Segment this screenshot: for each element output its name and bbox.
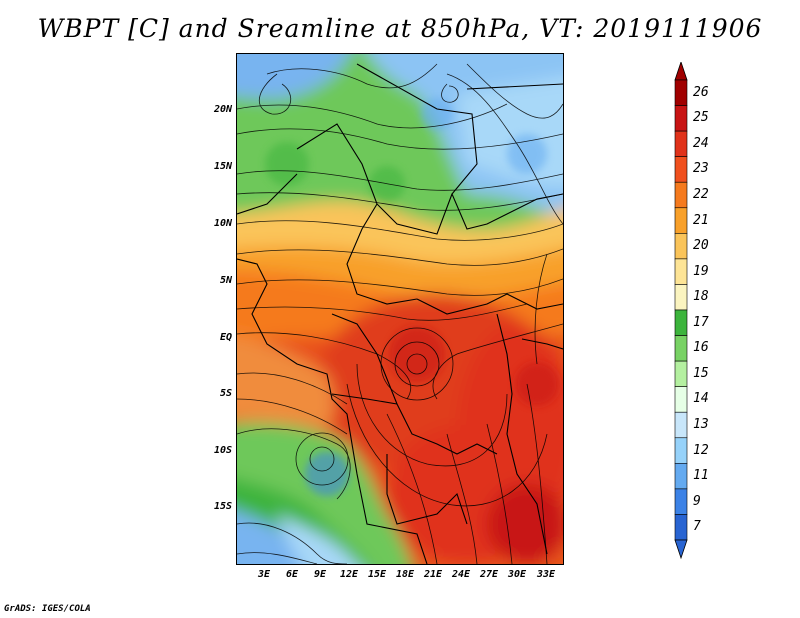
x-tick-label: 18E (395, 569, 415, 580)
colorbar-swatch (674, 233, 688, 260)
colorbar-swatch (674, 181, 688, 209)
colorbar-swatch (674, 284, 688, 311)
colorbar-swatch (674, 411, 688, 439)
map-panel (236, 53, 564, 565)
colorbar-max-arrow (674, 62, 688, 81)
colorbar-label: 26 (693, 84, 709, 100)
x-tick-label: 15E (367, 569, 387, 580)
country-borders (237, 63, 563, 564)
y-tick-label: EQ (219, 332, 232, 343)
y-tick-label: 10S (213, 445, 232, 456)
colorbar-label: 17 (693, 314, 709, 330)
grads-credit: GrADS: IGES/COLA (4, 604, 91, 614)
colorbar-label: 22 (693, 187, 709, 202)
colorbar-swatch (674, 514, 688, 541)
colorbar-label: 15 (693, 365, 709, 381)
colorbar-swatch (674, 335, 688, 362)
x-tick-label: 21E (423, 569, 443, 580)
colorbar-label: 13 (693, 417, 709, 432)
colorbar-swatch (674, 130, 688, 157)
colorbar-label: 9 (693, 493, 701, 509)
x-tick-label: 33E (536, 569, 556, 580)
colorbar-label: 18 (693, 289, 709, 305)
x-tick-label: 24E (451, 569, 471, 580)
y-tick-label: 20N (213, 104, 232, 115)
colorbar (674, 62, 688, 560)
x-tick-label: 9E (313, 569, 327, 580)
colorbar-swatch (674, 105, 688, 132)
colorbar-swatch (674, 437, 688, 464)
colorbar-label: 14 (693, 391, 709, 407)
y-tick-label: 5N (219, 275, 232, 286)
colorbar-swatch (674, 79, 688, 106)
colorbar-swatch (674, 258, 688, 285)
colorbar-swatch (674, 309, 688, 336)
x-tick-label: 12E (339, 569, 359, 580)
x-tick-label: 27E (479, 569, 499, 580)
streamlines (237, 63, 563, 564)
wbpt-field (237, 54, 563, 564)
colorbar-label: 12 (693, 442, 709, 458)
colorbar-swatch (674, 386, 688, 413)
y-tick-label: 10N (213, 218, 232, 229)
colorbar-label: 23 (693, 161, 709, 177)
x-tick-label: 6E (285, 569, 299, 580)
colorbar-swatch (674, 488, 688, 515)
x-tick-label: 30E (507, 569, 527, 580)
colorbar-label: 16 (693, 340, 709, 356)
x-tick-label: 3E (257, 569, 271, 580)
chart-title: WBPT [C] and Sreamline at 850hPa, VT: 20… (37, 14, 763, 43)
colorbar-label: 7 (693, 519, 701, 535)
colorbar-min-arrow (674, 539, 688, 560)
colorbar-swatch (674, 463, 688, 490)
colorbar-label: 25 (693, 110, 709, 126)
colorbar-label: 21 (693, 212, 709, 228)
y-tick-label: 5S (219, 388, 232, 399)
colorbar-label: 11 (693, 468, 709, 484)
colorbar-swatch (674, 360, 688, 387)
colorbar-label: 19 (693, 263, 709, 279)
y-tick-label: 15N (213, 161, 232, 172)
colorbar-swatch (674, 156, 688, 183)
colorbar-label: 24 (693, 135, 709, 151)
colorbar-swatch (674, 207, 688, 234)
colorbar-label: 20 (693, 238, 709, 254)
y-tick-label: 15S (213, 501, 232, 512)
